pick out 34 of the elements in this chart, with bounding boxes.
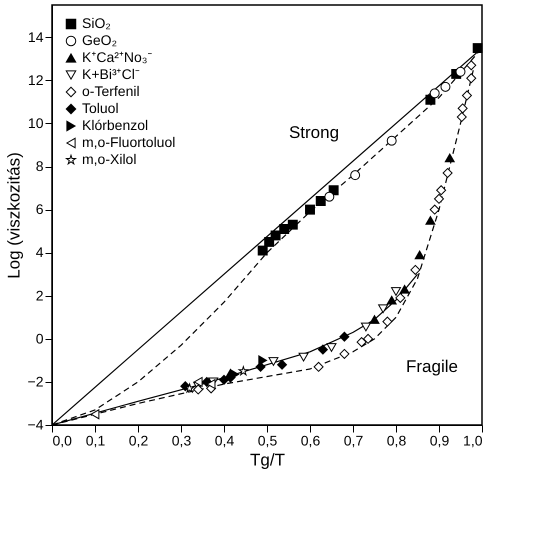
x-tick-label: 0,8 <box>386 432 406 448</box>
x-tick-label: 0,4 <box>214 432 234 448</box>
y-tick-label: 2 <box>36 287 44 304</box>
legend-label: GeO₂ <box>82 32 117 48</box>
legend-label: Toluol <box>82 100 119 116</box>
x-tick-label: 0,2 <box>128 432 148 448</box>
annotation: Strong <box>288 123 340 142</box>
legend-label: K+Bi³⁺Cl⁻ <box>82 66 140 82</box>
y-tick-label: 0 <box>36 330 44 346</box>
x-tick-label: 0,7 <box>344 432 364 448</box>
y-tick-label: 12 <box>28 72 44 88</box>
y-tick-label: −4 <box>28 416 44 432</box>
legend-label: o-Terfenil <box>82 83 140 99</box>
legend-label: K⁺Ca²⁺No₃⁻ <box>82 49 152 65</box>
x-tick-label: 0,0 <box>52 432 72 448</box>
legend-label: m,o-Xilol <box>82 151 136 167</box>
legend-label: Klórbenzol <box>82 117 148 133</box>
y-tick-label: −2 <box>28 373 44 390</box>
legend-label: m,o-Fluortoluol <box>82 134 176 150</box>
annotation: Fragile <box>406 357 458 376</box>
x-tick-label: 0,6 <box>300 432 320 448</box>
x-tick-label: 0,5 <box>258 432 278 448</box>
legend-label: SiO₂ <box>82 15 111 31</box>
y-tick-label: 8 <box>36 158 44 174</box>
y-axis-title: Log (viszkozitás) <box>4 152 24 279</box>
x-tick-label: 0,1 <box>86 432 106 448</box>
y-tick-label: 4 <box>36 244 44 260</box>
x-axis-title: Tg/T <box>250 450 285 470</box>
x-tick-label: 1,0 <box>463 432 483 448</box>
y-tick-label: 10 <box>28 114 44 131</box>
y-tick-label: 14 <box>28 28 44 45</box>
x-tick-label: 0,3 <box>172 432 192 448</box>
y-tick-label: 6 <box>36 201 44 218</box>
x-tick-label: 0,9 <box>430 432 450 448</box>
